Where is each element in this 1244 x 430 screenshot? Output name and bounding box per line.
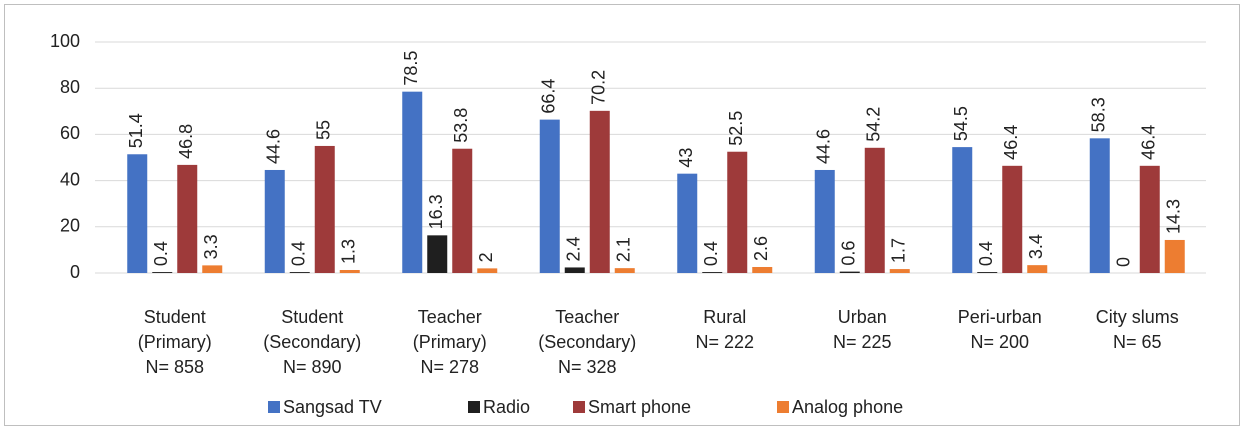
bar [1139,165,1160,273]
bar [1002,165,1023,273]
value-label: 54.2 [864,107,884,142]
bar [452,148,473,273]
value-label: 58.3 [1089,97,1109,132]
bar [177,164,198,273]
value-label: 44.6 [814,129,834,164]
x-tick-label: N= 200 [970,332,1029,352]
bar [127,154,148,273]
bar [677,173,698,273]
legend-label: Radio [483,397,530,417]
value-label: 0.4 [701,241,721,266]
x-tick-label: (Primary) [138,332,212,352]
x-tick-label: Teacher [555,307,619,327]
value-label: 16.3 [426,194,446,229]
x-tick-label: (Primary) [413,332,487,352]
bar [427,235,448,273]
legend-swatch [468,401,480,413]
y-tick-label: 40 [60,169,80,189]
value-label: 54.5 [951,106,971,141]
legend-swatch [268,401,280,413]
y-tick-label: 60 [60,123,80,143]
value-label: 1.7 [889,238,909,263]
x-tick-label: N= 858 [145,357,204,377]
x-tick-label: Rural [703,307,746,327]
bar [339,269,360,273]
value-label: 46.8 [176,124,196,159]
bar [564,267,585,273]
value-label: 2 [476,252,496,262]
x-tick-label: Peri-urban [958,307,1042,327]
bar [264,169,285,273]
value-label: 3.3 [201,234,221,259]
x-tick-label: Urban [838,307,887,327]
bar [202,265,223,273]
bar [589,110,610,273]
y-tick-label: 0 [70,262,80,282]
value-label: 78.5 [401,51,421,86]
x-tick-label: City slums [1096,307,1179,327]
x-tick-label: (Secondary) [538,332,636,352]
x-tick-label: Teacher [418,307,482,327]
legend-label: Analog phone [792,397,903,417]
value-label: 0.4 [976,241,996,266]
bar [152,272,173,273]
x-tick-label: N= 890 [283,357,342,377]
value-label: 52.5 [726,111,746,146]
bar [952,147,973,273]
value-label: 0.4 [289,241,309,266]
x-tick-label: N= 278 [420,357,479,377]
chart-border [4,4,1240,426]
value-label: 2.1 [614,237,634,262]
bar [1027,265,1048,273]
value-label: 51.4 [126,113,146,148]
value-label: 14.3 [1164,199,1184,234]
value-label: 2.4 [564,236,584,261]
legend-label: Sangsad TV [283,397,382,417]
bar [1089,138,1110,273]
value-label: 0.6 [839,241,859,266]
bar [864,147,885,273]
y-tick-label: 100 [50,31,80,51]
value-label: 0 [1114,257,1134,267]
bar [977,272,998,273]
bar [839,271,860,273]
value-label: 43 [676,148,696,168]
x-tick-label: (Secondary) [263,332,361,352]
value-label: 44.6 [264,129,284,164]
x-tick-label: N= 328 [558,357,617,377]
x-tick-label: Student [144,307,206,327]
legend-label: Smart phone [588,397,691,417]
legend-swatch [777,401,789,413]
value-label: 3.4 [1026,234,1046,259]
bar [814,169,835,273]
bar [727,151,748,273]
bar [289,272,310,273]
x-tick-label: N= 225 [833,332,892,352]
value-label: 0.4 [151,241,171,266]
x-tick-label: N= 65 [1113,332,1162,352]
bar [752,266,773,273]
value-label: 2.6 [751,236,771,261]
bar [314,145,335,273]
bar [889,269,910,273]
legend-swatch [573,401,585,413]
bar [614,268,635,273]
value-label: 46.4 [1139,125,1159,160]
bar [1164,239,1185,273]
y-tick-label: 20 [60,216,80,236]
value-label: 1.3 [339,239,359,264]
x-tick-label: N= 222 [695,332,754,352]
bar [477,268,498,273]
bar [539,119,560,273]
bar [402,91,423,273]
x-tick-label: Student [281,307,343,327]
value-label: 66.4 [539,79,559,114]
value-label: 46.4 [1001,125,1021,160]
y-tick-label: 80 [60,77,80,97]
value-label: 53.8 [451,108,471,143]
bar [702,272,723,273]
value-label: 55 [314,120,334,140]
value-label: 70.2 [589,70,609,105]
